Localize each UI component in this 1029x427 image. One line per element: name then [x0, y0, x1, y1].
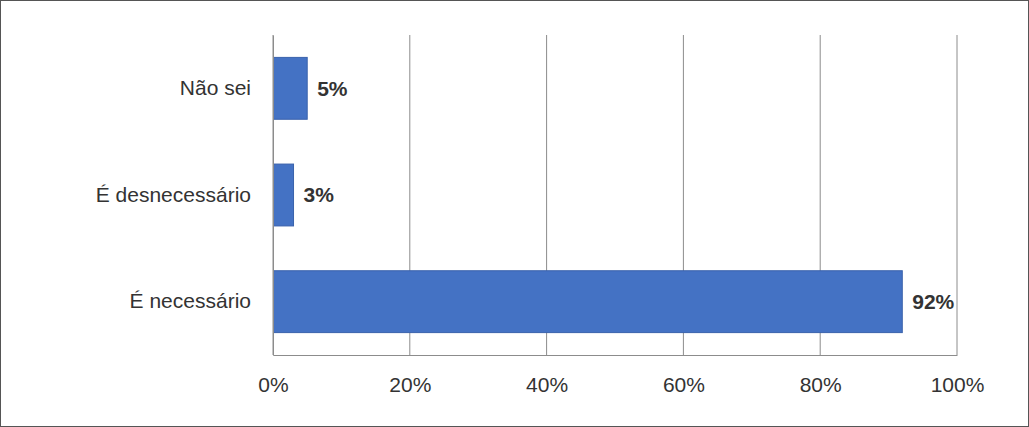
x-tick-label: 40%	[526, 373, 568, 396]
x-tick: 80%	[800, 355, 842, 396]
plot: 0% 20% 40% 60% 80% 100% Não sei É desnecessário…	[96, 35, 985, 396]
y-tick: Não sei	[180, 76, 273, 99]
grid-line	[273, 35, 274, 355]
y-axis: Não sei É desnecessário É necessário	[96, 36, 274, 356]
bar	[273, 164, 294, 226]
bars	[273, 57, 902, 332]
grid-line	[957, 35, 958, 355]
y-axis-line	[273, 36, 274, 356]
category-label: Não sei	[180, 76, 251, 99]
x-axis: 0% 20% 40% 60% 80% 100%	[258, 355, 984, 396]
x-tick: 40%	[526, 355, 568, 396]
y-tick: É necessário	[130, 289, 273, 312]
category-label: É necessário	[130, 289, 251, 312]
x-tick-label: 20%	[389, 373, 431, 396]
category-label: É desnecessário	[96, 183, 251, 206]
x-tick-label: 60%	[663, 373, 705, 396]
data-label: 5%	[317, 77, 348, 100]
x-tick: 60%	[663, 355, 705, 396]
x-tick-label: 80%	[800, 373, 842, 396]
grid	[273, 35, 957, 355]
x-tick-label: 0%	[258, 373, 288, 396]
x-tick: 100%	[931, 355, 985, 396]
data-label: 92%	[912, 290, 954, 313]
x-tick: 20%	[389, 355, 431, 396]
data-label: 3%	[304, 183, 335, 206]
chart-frame	[1, 1, 1029, 427]
bar	[273, 271, 902, 333]
x-tick-label: 100%	[931, 373, 985, 396]
y-tick: É desnecessário	[96, 183, 273, 206]
x-axis-line	[274, 355, 958, 356]
data-labels: 5% 3% 92%	[304, 77, 955, 313]
bar	[273, 57, 307, 119]
x-tick: 0%	[258, 355, 288, 396]
